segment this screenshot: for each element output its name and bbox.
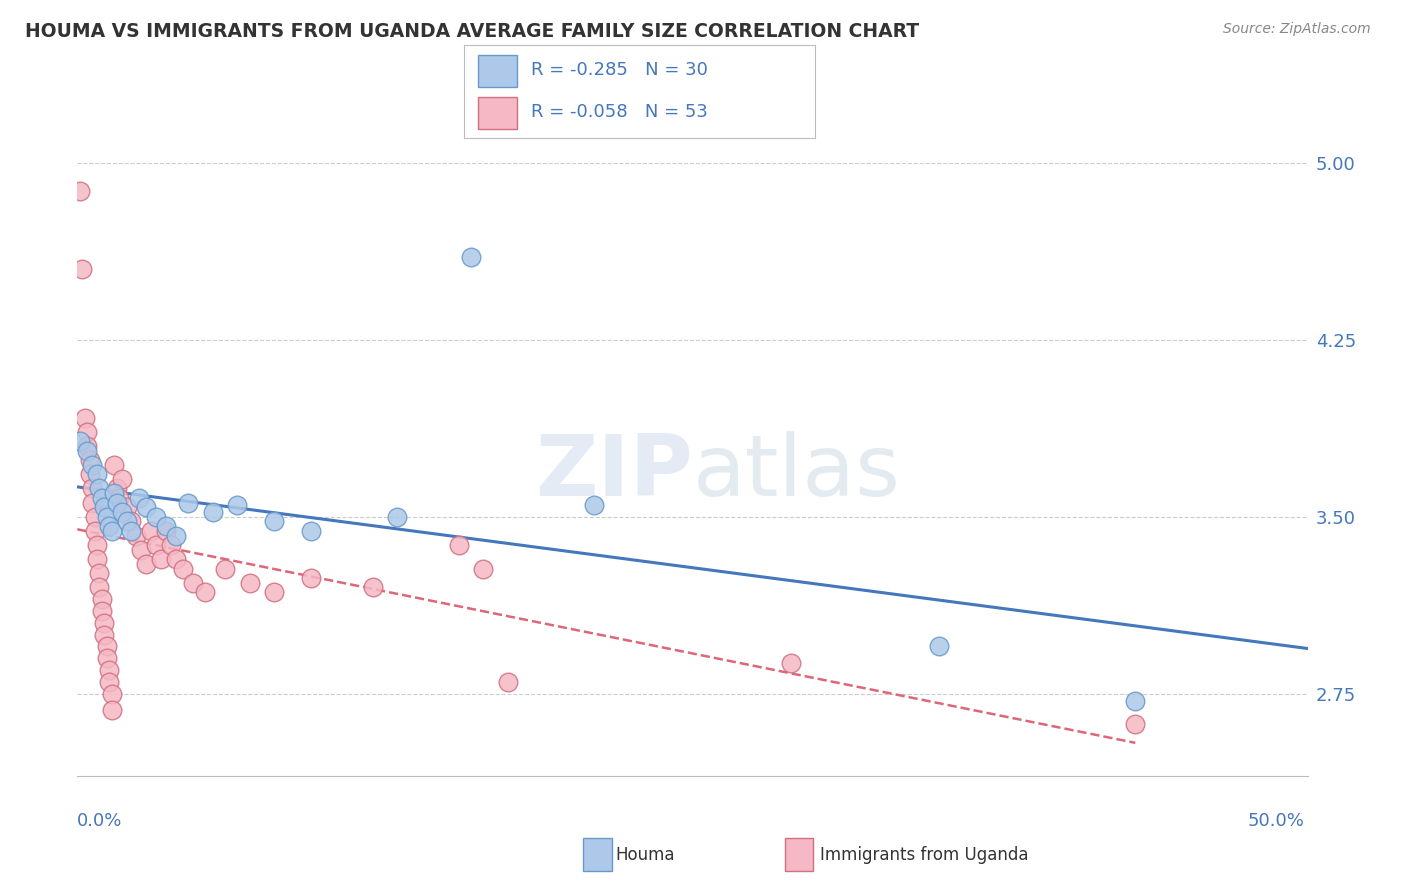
Point <box>105 495 128 509</box>
Point <box>69 434 91 449</box>
Point <box>90 592 114 607</box>
Point <box>98 663 121 677</box>
Point <box>135 557 157 571</box>
Point <box>93 615 115 630</box>
Point <box>89 482 111 496</box>
Point <box>82 458 104 472</box>
Point <box>387 509 409 524</box>
Text: R = -0.285   N = 30: R = -0.285 N = 30 <box>531 61 707 78</box>
Point <box>79 467 101 482</box>
Point <box>90 491 114 505</box>
Point <box>460 251 482 265</box>
Point <box>89 581 111 595</box>
Point <box>135 500 157 515</box>
Point <box>115 515 138 529</box>
Point <box>214 561 236 575</box>
Point <box>103 458 125 472</box>
Point <box>103 486 125 500</box>
Point <box>96 509 118 524</box>
Point <box>263 515 285 529</box>
Point <box>101 524 124 538</box>
Point <box>70 262 93 277</box>
Point <box>780 656 803 670</box>
Point <box>86 538 108 552</box>
Point <box>131 542 153 557</box>
Point <box>165 552 187 566</box>
Point <box>121 524 143 538</box>
Text: ZIP: ZIP <box>534 431 693 514</box>
Point <box>101 687 124 701</box>
Point <box>98 674 121 689</box>
Point <box>76 425 98 439</box>
Point <box>155 519 177 533</box>
Point <box>101 703 124 717</box>
Point <box>201 505 224 519</box>
Point <box>96 651 118 665</box>
Text: 50.0%: 50.0% <box>1249 812 1305 830</box>
Point <box>160 538 183 552</box>
Point <box>79 453 101 467</box>
Point <box>76 439 98 453</box>
Point <box>1125 693 1147 707</box>
Point <box>93 627 115 641</box>
FancyBboxPatch shape <box>478 97 517 129</box>
Text: HOUMA VS IMMIGRANTS FROM UGANDA AVERAGE FAMILY SIZE CORRELATION CHART: HOUMA VS IMMIGRANTS FROM UGANDA AVERAGE … <box>25 22 920 41</box>
Point <box>145 538 167 552</box>
Point <box>115 500 138 515</box>
Point <box>447 538 470 552</box>
Text: R = -0.058   N = 53: R = -0.058 N = 53 <box>531 103 707 121</box>
Point <box>69 185 91 199</box>
Point <box>299 571 322 585</box>
Point <box>93 500 115 515</box>
Point <box>111 505 132 519</box>
Point <box>496 674 519 689</box>
Point <box>928 640 950 654</box>
Point <box>83 524 105 538</box>
Point <box>82 482 104 496</box>
Point <box>98 519 121 533</box>
Text: Houma: Houma <box>616 846 675 863</box>
Point <box>583 498 606 512</box>
Point <box>121 515 143 529</box>
Point <box>472 561 495 575</box>
Point <box>239 575 262 590</box>
Point <box>105 482 128 496</box>
Point <box>73 410 96 425</box>
FancyBboxPatch shape <box>478 55 517 87</box>
Text: 0.0%: 0.0% <box>77 812 122 830</box>
Point <box>89 566 111 581</box>
Point <box>165 528 187 542</box>
Point <box>177 495 200 509</box>
Point <box>263 585 285 599</box>
Point <box>141 524 163 538</box>
Point <box>108 491 131 505</box>
Point <box>76 443 98 458</box>
Point <box>150 552 173 566</box>
Point <box>86 552 108 566</box>
Point <box>172 561 194 575</box>
Point <box>155 524 177 538</box>
Text: Immigrants from Uganda: Immigrants from Uganda <box>820 846 1028 863</box>
Point <box>83 509 105 524</box>
Point <box>145 509 167 524</box>
Point <box>361 581 384 595</box>
Point <box>128 491 150 505</box>
Point <box>181 575 204 590</box>
Text: atlas: atlas <box>693 431 900 514</box>
Point <box>90 604 114 618</box>
Point <box>299 524 322 538</box>
Point <box>125 528 148 542</box>
Point <box>1125 717 1147 731</box>
Point <box>226 498 249 512</box>
Point <box>194 585 217 599</box>
Text: Source: ZipAtlas.com: Source: ZipAtlas.com <box>1223 22 1371 37</box>
Point <box>111 472 132 486</box>
Point <box>82 495 104 509</box>
Point <box>86 467 108 482</box>
Point <box>96 640 118 654</box>
